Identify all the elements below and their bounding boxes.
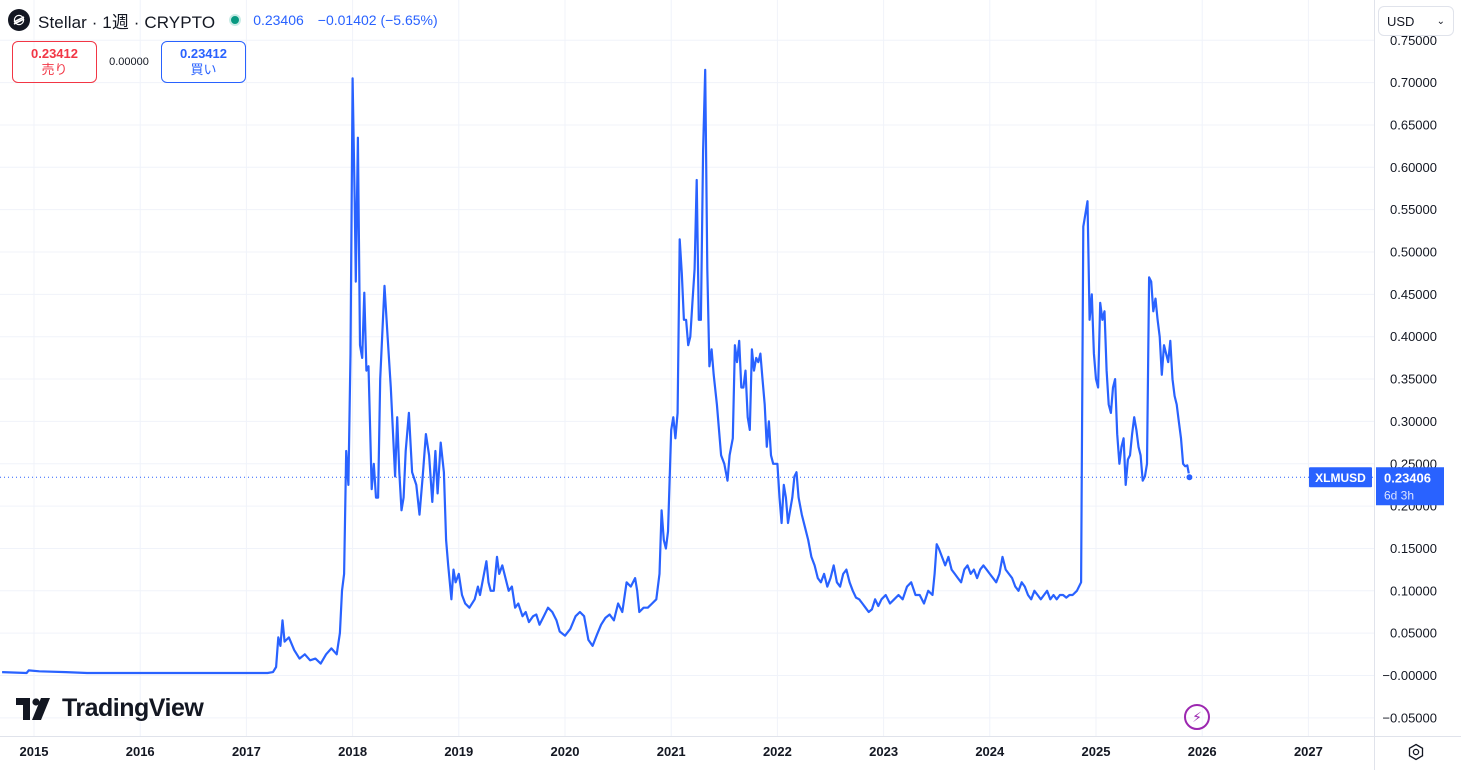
price-series [2, 68, 1191, 675]
y-tick-label: −0.05000 [1382, 710, 1437, 725]
x-tick-label: 2018 [338, 744, 367, 759]
currency-value: USD [1387, 13, 1415, 29]
currency-select[interactable]: USD ⌄ [1378, 6, 1454, 36]
x-tick-label: 2025 [1082, 744, 1111, 759]
y-tick-label: 0.45000 [1390, 287, 1437, 302]
price-axis[interactable]: 0.75000 0.70000 0.65000 0.60000 0.55000 0.500… [1382, 33, 1437, 726]
price-tag-value: 0.23406 [1384, 470, 1431, 485]
ticker-tag [1309, 467, 1372, 488]
buy-price: 0.23412 [180, 46, 227, 61]
sell-label: 売り [41, 62, 68, 77]
x-tick-label: 2023 [869, 744, 898, 759]
symbol-title[interactable]: Stellar · 1週 · CRYPTO [38, 12, 216, 32]
ticker-label: XLMUSD [1315, 471, 1366, 485]
y-tick-label: 0.65000 [1390, 117, 1437, 132]
tradingview-logo-icon [16, 697, 50, 720]
sell-button[interactable]: 0.23412 売り [12, 41, 97, 83]
symbol-header: Stellar · 1週 · CRYPTO 0.23406 −0.01402 (… [8, 6, 438, 34]
trade-panel: 0.23412 売り 0.00000 0.23412 買い [12, 41, 246, 83]
y-tick-label: 0.70000 [1390, 75, 1437, 90]
x-tick-label: 2022 [763, 744, 792, 759]
stellar-logo-icon [8, 9, 30, 31]
buy-label: 買い [190, 62, 217, 77]
y-tick-label: 0.40000 [1390, 329, 1437, 344]
y-tick-label: 0.35000 [1390, 372, 1437, 387]
x-tick-label: 2024 [975, 744, 1005, 759]
y-tick-label: −0.00000 [1382, 668, 1437, 683]
x-tick-label: 2016 [126, 744, 155, 759]
x-tick-label: 2026 [1188, 744, 1217, 759]
time-axis[interactable]: 2015 2016 2017 2018 2019 2020 2021 2022 2023 2024… [20, 744, 1323, 759]
x-tick-label: 2020 [551, 744, 580, 759]
y-tick-label: 0.05000 [1390, 626, 1437, 641]
y-tick-label: 0.55000 [1390, 202, 1437, 217]
x-tick-label: 2027 [1294, 744, 1323, 759]
price-tag-countdown: 6d 3h [1384, 488, 1414, 502]
lightning-bolt-icon[interactable]: ⚡ [1184, 704, 1210, 730]
tradingview-logo[interactable]: TradingView [16, 694, 204, 723]
spread-value: 0.00000 [109, 56, 149, 68]
y-tick-label: 0.75000 [1390, 33, 1437, 48]
gear-icon[interactable] [1404, 740, 1428, 764]
y-tick-label: 0.60000 [1390, 160, 1437, 175]
x-tick-label: 2015 [20, 744, 49, 759]
last-price-dot [1185, 473, 1194, 482]
y-tick-label: 0.50000 [1390, 245, 1437, 260]
y-tick-label: 0.30000 [1390, 414, 1437, 429]
last-price-label: XLMUSD 0.23406 6d 3h [0, 467, 1444, 506]
y-tick-label: 0.10000 [1390, 583, 1437, 598]
market-open-indicator [229, 14, 242, 26]
price-line [2, 68, 1191, 675]
x-tick-label: 2021 [657, 744, 686, 759]
last-price: 0.23406 [253, 12, 304, 28]
price-change: −0.01402 (−5.65%) [317, 12, 438, 28]
chevron-down-icon: ⌄ [1436, 15, 1445, 27]
tradingview-wordmark: TradingView [62, 694, 204, 722]
y-tick-label: 0.15000 [1390, 541, 1437, 556]
buy-button[interactable]: 0.23412 買い [161, 41, 246, 83]
price-tag [1376, 467, 1444, 506]
sell-price: 0.23412 [31, 46, 78, 61]
x-tick-label: 2019 [444, 744, 473, 759]
x-tick-label: 2017 [232, 744, 261, 759]
